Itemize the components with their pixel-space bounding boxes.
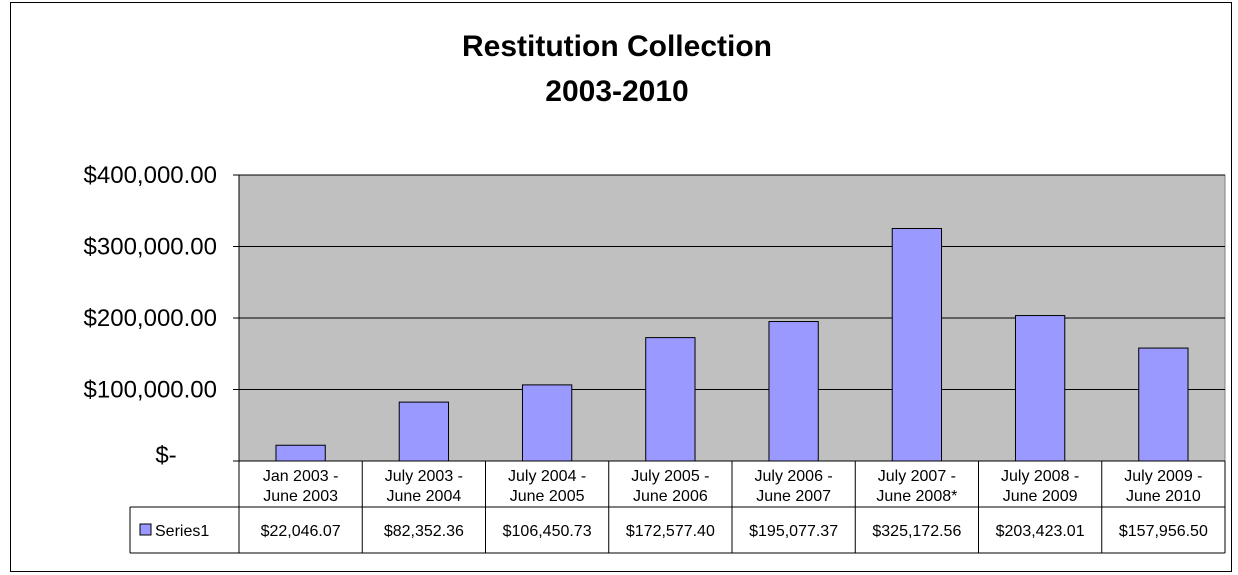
bar (891, 228, 943, 462)
y-tick-label: $200,000.00 (84, 305, 217, 332)
data-table-value: $325,172.56 (872, 523, 961, 540)
bar (1138, 347, 1189, 462)
data-table-value: $157,956.50 (1119, 523, 1208, 540)
category-label-line-1: July 2004 - (508, 468, 586, 485)
y-tick-label: $- (155, 442, 176, 469)
legend-series-name: Series1 (155, 523, 209, 540)
category-label-line-1: Jan 2003 - (263, 468, 339, 485)
category-label-line-1: July 2003 - (385, 468, 463, 485)
data-table-value: $106,450.73 (503, 523, 592, 540)
bar (645, 337, 696, 462)
category-label-line-2: June 2009 (1003, 488, 1078, 505)
data-table-value: $82,352.36 (384, 523, 464, 540)
data-table-value: $195,077.37 (749, 523, 838, 540)
category-label-line-1: July 2007 - (878, 468, 956, 485)
category-label-line-2: June 2006 (633, 488, 708, 505)
y-tick-label: $100,000.00 (84, 377, 217, 404)
category-label-line-1: July 2005 - (631, 468, 709, 485)
data-table-value: $203,423.01 (996, 523, 1085, 540)
category-label-line-2: June 2007 (756, 488, 831, 505)
category-label-line-2: June 2010 (1126, 488, 1201, 505)
category-label-line-2: June 2008* (876, 488, 957, 505)
bar (398, 401, 450, 462)
data-table-value: $172,577.40 (626, 523, 715, 540)
legend-swatch (139, 523, 152, 536)
category-label-line-1: July 2009 - (1124, 468, 1202, 485)
bar (1014, 315, 1066, 462)
chart-title-line-2: 2003-2010 (545, 75, 688, 108)
bar (521, 384, 573, 462)
y-tick-label: $400,000.00 (84, 162, 217, 189)
bar (768, 321, 819, 462)
category-label-line-2: June 2005 (510, 488, 585, 505)
data-table-value: $22,046.07 (261, 523, 341, 540)
chart-title-line-1: Restitution Collection (462, 30, 772, 63)
category-label-line-1: July 2006 - (754, 468, 832, 485)
category-label-line-2: June 2003 (263, 488, 338, 505)
category-label-line-2: June 2004 (387, 488, 462, 505)
y-tick-label: $300,000.00 (84, 234, 217, 261)
bar (275, 444, 326, 462)
category-label-line-1: July 2008 - (1001, 468, 1079, 485)
